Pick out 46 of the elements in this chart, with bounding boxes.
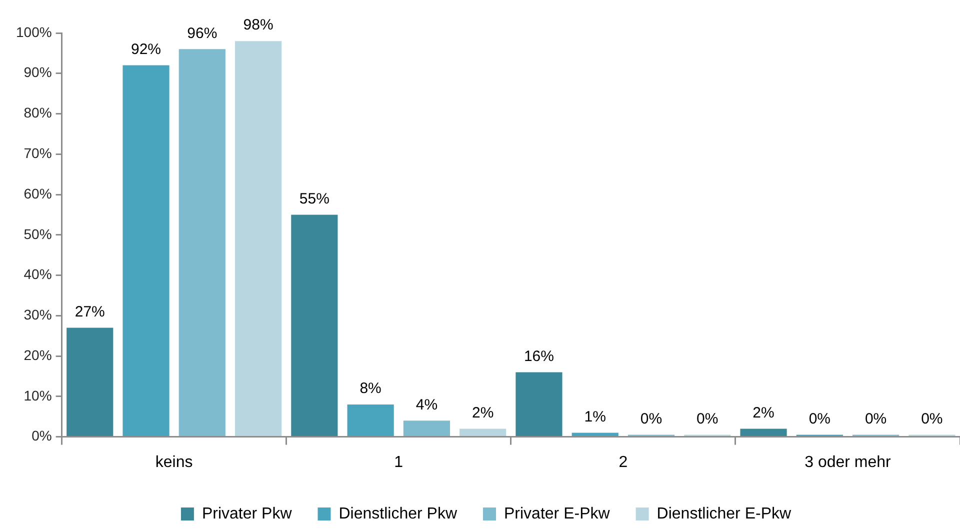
- y-tick-label: 20%: [24, 346, 52, 363]
- x-tick-label: 2: [618, 454, 628, 471]
- data-label: 96%: [187, 24, 218, 42]
- y-tick-label: 0%: [32, 428, 52, 444]
- legend-label: Dienstlicher Pkw: [338, 505, 458, 522]
- data-label: 0%: [864, 410, 887, 428]
- y-tick-label: 50%: [24, 226, 52, 242]
- data-label: 92%: [130, 40, 162, 58]
- data-label: 2%: [752, 404, 774, 422]
- y-tick-label: 90%: [24, 64, 52, 80]
- data-label: 2%: [472, 404, 494, 422]
- data-label: 0%: [696, 410, 718, 428]
- bar: [460, 428, 506, 436]
- data-label: 1%: [584, 408, 606, 426]
- y-tick-label: 100%: [16, 24, 52, 40]
- legend-label: Dienstlicher E-Pkw: [656, 505, 792, 522]
- bar: [740, 428, 787, 436]
- y-tick-label: 10%: [24, 387, 52, 404]
- data-label: 98%: [243, 16, 274, 34]
- bar: [291, 214, 338, 436]
- y-tick-label: 70%: [24, 145, 52, 161]
- data-label: 16%: [524, 348, 554, 365]
- bar: [516, 372, 562, 436]
- bar: [347, 404, 394, 436]
- y-tick-label: 30%: [24, 306, 52, 323]
- bar: [122, 65, 170, 436]
- bar: [234, 41, 282, 436]
- legend-label: Privater E-Pkw: [504, 505, 610, 522]
- bar: [66, 328, 114, 436]
- data-label: 0%: [921, 410, 943, 428]
- y-tick-label: 80%: [24, 104, 52, 121]
- bar: [572, 432, 618, 436]
- y-tick-label: 60%: [24, 185, 52, 202]
- y-tick-label: 40%: [24, 266, 52, 282]
- data-label: 0%: [640, 410, 662, 428]
- bar: [178, 49, 226, 436]
- x-tick-label: 1: [394, 454, 404, 471]
- x-tick-label: keins: [155, 454, 193, 471]
- x-tick-label: 3 oder mehr: [804, 454, 892, 471]
- legend-label: Privater Pkw: [202, 505, 292, 522]
- data-label: 8%: [360, 380, 382, 398]
- data-label: 4%: [416, 396, 438, 414]
- bar: [403, 420, 450, 436]
- data-label: 27%: [74, 303, 105, 320]
- data-label: 55%: [299, 190, 330, 208]
- data-label: 0%: [808, 410, 830, 428]
